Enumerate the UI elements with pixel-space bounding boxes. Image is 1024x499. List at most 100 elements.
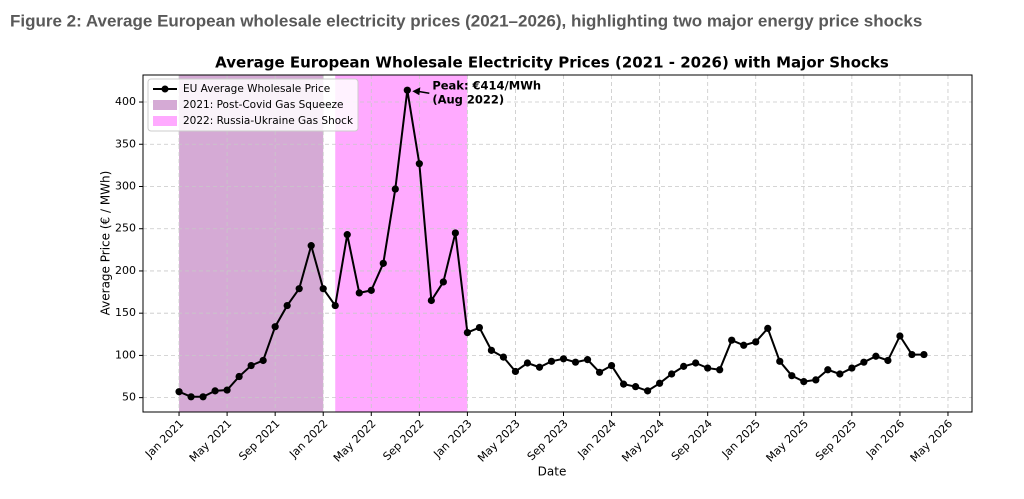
x-tick-label: Sep 2024 bbox=[669, 417, 715, 463]
figure-caption: Figure 2: Average European wholesale ele… bbox=[10, 11, 922, 30]
data-point bbox=[920, 350, 928, 359]
legend: EU Average Wholesale Price 2021: Post-Cov… bbox=[147, 78, 359, 132]
data-point bbox=[199, 393, 207, 401]
data-point bbox=[283, 301, 291, 310]
data-point bbox=[355, 289, 363, 297]
y-tick-label: 200 bbox=[115, 264, 136, 277]
data-point bbox=[848, 364, 856, 372]
x-tick-label: Jan 2022 bbox=[286, 417, 330, 461]
data-point bbox=[259, 356, 267, 365]
data-point bbox=[175, 388, 183, 396]
x-tick-label: Jan 2026 bbox=[863, 417, 907, 461]
data-point bbox=[668, 370, 676, 378]
x-axis-label: Date bbox=[538, 465, 567, 479]
data-point bbox=[415, 160, 423, 168]
y-tick-label: 100 bbox=[115, 348, 136, 361]
data-point bbox=[511, 367, 520, 376]
data-point bbox=[704, 364, 712, 372]
data-point bbox=[644, 387, 652, 395]
data-point bbox=[475, 323, 484, 332]
legend-label: 2022: Russia-Ukraine Gas Shock bbox=[183, 115, 354, 127]
data-point bbox=[595, 368, 604, 376]
data-point bbox=[788, 372, 796, 380]
x-tick-label: Jan 2023 bbox=[430, 417, 474, 461]
legend-label: EU Average Wholesale Price bbox=[183, 83, 330, 95]
shaded-span bbox=[335, 75, 468, 412]
data-point bbox=[403, 86, 411, 94]
legend-marker bbox=[161, 85, 169, 93]
data-point bbox=[439, 278, 447, 286]
y-tick-label: 400 bbox=[115, 95, 136, 108]
data-point bbox=[547, 357, 556, 365]
legend-label: 2021: Post-Covid Gas Squeeze bbox=[183, 99, 344, 111]
data-point bbox=[307, 242, 315, 250]
y-tick-label: 300 bbox=[115, 179, 136, 192]
data-point bbox=[571, 358, 580, 366]
annotation-arrowhead bbox=[412, 87, 421, 96]
data-point bbox=[379, 259, 387, 267]
data-point bbox=[836, 370, 844, 378]
y-tick-label: 350 bbox=[115, 137, 136, 150]
x-tick-label: Jan 2021 bbox=[142, 417, 186, 461]
x-tick-label: May 2023 bbox=[475, 417, 523, 465]
x-tick-label: Sep 2022 bbox=[380, 417, 426, 463]
data-point bbox=[872, 352, 880, 360]
data-point bbox=[295, 285, 303, 293]
annotation-text: (Aug 2022) bbox=[432, 93, 504, 107]
data-point bbox=[884, 356, 892, 365]
y-tick-label: 250 bbox=[115, 222, 136, 235]
x-tick-label: May 2021 bbox=[187, 417, 235, 465]
data-point bbox=[427, 296, 435, 305]
data-point bbox=[716, 366, 724, 374]
data-point bbox=[752, 338, 760, 346]
data-point bbox=[463, 329, 471, 337]
data-point bbox=[692, 359, 700, 367]
data-point bbox=[824, 366, 832, 374]
data-point bbox=[619, 380, 628, 388]
x-tick-label: Jan 2025 bbox=[719, 417, 763, 461]
data-point bbox=[896, 332, 904, 340]
x-tick-label: Sep 2021 bbox=[236, 417, 282, 463]
data-point bbox=[247, 361, 255, 370]
y-tick-label: 50 bbox=[122, 391, 136, 404]
chart-title: Average European Wholesale Electricity P… bbox=[215, 54, 889, 72]
data-point bbox=[776, 357, 784, 365]
legend-swatch bbox=[153, 116, 177, 126]
x-tick-label: Sep 2023 bbox=[525, 417, 571, 463]
data-point bbox=[235, 372, 243, 381]
data-point bbox=[391, 185, 399, 193]
data-point bbox=[319, 285, 327, 293]
data-point bbox=[740, 341, 748, 349]
data-point bbox=[211, 387, 219, 395]
data-point bbox=[812, 376, 820, 384]
x-tick-label: May 2026 bbox=[908, 417, 956, 465]
data-point bbox=[451, 229, 459, 237]
legend-swatch bbox=[153, 100, 177, 110]
data-point bbox=[343, 231, 351, 239]
data-point bbox=[535, 363, 544, 371]
x-tick-label: May 2025 bbox=[763, 417, 811, 465]
x-tick-label: Jan 2024 bbox=[575, 417, 619, 461]
x-tick-label: May 2022 bbox=[331, 417, 379, 465]
data-point bbox=[487, 346, 496, 354]
data-point bbox=[908, 350, 916, 359]
data-point bbox=[523, 359, 532, 367]
data-point bbox=[860, 358, 868, 366]
data-point bbox=[187, 393, 195, 401]
x-tick-label: Sep 2025 bbox=[813, 417, 859, 463]
data-point bbox=[764, 324, 772, 332]
x-tick-label: May 2024 bbox=[619, 417, 667, 465]
data-point bbox=[559, 355, 568, 363]
y-tick-label: 150 bbox=[115, 306, 136, 319]
data-point bbox=[223, 386, 231, 394]
data-point bbox=[271, 323, 279, 331]
data-point bbox=[631, 383, 640, 391]
data-point bbox=[583, 356, 592, 364]
data-point bbox=[800, 377, 808, 386]
data-point bbox=[728, 336, 736, 344]
data-point bbox=[499, 353, 508, 361]
data-point bbox=[331, 301, 339, 310]
data-point bbox=[680, 362, 688, 370]
data-point bbox=[656, 379, 664, 387]
